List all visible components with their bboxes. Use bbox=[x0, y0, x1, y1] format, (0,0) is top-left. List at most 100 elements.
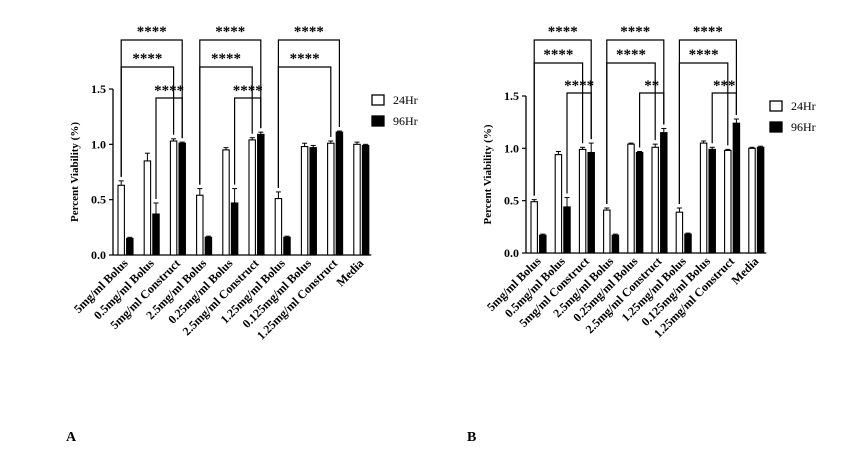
error-bar bbox=[564, 197, 570, 207]
panel-label-b: B bbox=[467, 430, 477, 445]
bar-96hr bbox=[361, 144, 370, 256]
error-bar bbox=[758, 145, 764, 148]
legend-label-96hr: 96Hr bbox=[791, 120, 816, 134]
bar-24hr bbox=[327, 142, 335, 256]
error-bar bbox=[171, 138, 177, 142]
error-bar bbox=[249, 137, 255, 140]
bar-24hr bbox=[274, 198, 283, 256]
bar-24hr bbox=[143, 160, 152, 256]
error-bar bbox=[604, 207, 610, 211]
error-bar bbox=[676, 207, 682, 213]
error-bar bbox=[275, 191, 281, 199]
bar-96hr bbox=[178, 142, 186, 256]
bar-96hr bbox=[635, 151, 644, 254]
error-bar bbox=[223, 147, 229, 150]
significance-stars: **** bbox=[543, 47, 573, 63]
bar-96hr bbox=[309, 147, 317, 256]
significance-bracket-line bbox=[638, 92, 665, 148]
bar-96hr bbox=[335, 131, 344, 256]
significance-bracket-line bbox=[199, 66, 253, 185]
legend-swatch-24hr bbox=[371, 94, 385, 106]
bar-96hr bbox=[126, 237, 134, 256]
significance-bracket: **** bbox=[154, 83, 184, 199]
significance-stars: **** bbox=[616, 47, 646, 63]
error-bar bbox=[733, 118, 739, 124]
significance-bracket: **** bbox=[233, 83, 263, 185]
error-bar bbox=[118, 180, 124, 186]
error-bar bbox=[652, 143, 658, 148]
significance-stars: **** bbox=[132, 51, 162, 67]
bar-96hr bbox=[257, 133, 265, 256]
error-bar bbox=[749, 146, 755, 149]
significance-bracket-line bbox=[277, 66, 332, 188]
legend-swatch-24hr bbox=[769, 100, 783, 112]
bar-24hr bbox=[300, 145, 309, 256]
significance-bracket-line bbox=[155, 97, 183, 199]
error-bar bbox=[310, 144, 316, 148]
significance-stars: *** bbox=[713, 78, 736, 94]
error-bar bbox=[628, 142, 634, 145]
bar-96hr bbox=[684, 233, 692, 254]
significance-bracket: **** bbox=[533, 47, 584, 196]
legend-label-96hr: 96Hr bbox=[393, 114, 418, 128]
significance-stars: **** bbox=[154, 83, 184, 99]
y-tick-label: 0.0 bbox=[504, 246, 519, 260]
error-bar bbox=[144, 152, 150, 161]
bar-24hr bbox=[675, 211, 684, 254]
error-bar bbox=[302, 142, 308, 147]
legend-swatch-96hr bbox=[769, 121, 783, 133]
error-bar bbox=[354, 141, 360, 145]
y-tick-label: 1.5 bbox=[91, 82, 106, 96]
bar-24hr bbox=[117, 184, 125, 256]
error-bar bbox=[540, 233, 546, 236]
significance-bracket-line bbox=[234, 97, 262, 185]
significance-stars: **** bbox=[294, 24, 324, 40]
x-tick-label: Media bbox=[728, 254, 761, 287]
y-tick-label: 1.0 bbox=[91, 137, 106, 151]
bar-96hr bbox=[611, 234, 620, 254]
bar-96hr bbox=[283, 236, 291, 256]
significance-stars: **** bbox=[290, 51, 320, 67]
error-bar bbox=[701, 140, 707, 144]
bar-96hr bbox=[660, 132, 668, 254]
significance-bracket: **** bbox=[606, 47, 656, 204]
error-bar bbox=[709, 146, 715, 150]
legend-swatch-96hr bbox=[371, 115, 385, 127]
error-bar bbox=[637, 150, 643, 153]
y-tick-label: 1.0 bbox=[504, 141, 519, 155]
significance-stars: **** bbox=[689, 47, 719, 63]
y-tick-label: 0.0 bbox=[91, 248, 106, 262]
significance-stars: **** bbox=[233, 83, 263, 99]
significance-stars: **** bbox=[564, 78, 594, 94]
panel-label-a: A bbox=[66, 430, 77, 445]
bar-96hr bbox=[152, 213, 160, 256]
significance-bracket: **** bbox=[199, 51, 253, 185]
bar-24hr bbox=[222, 149, 230, 256]
bar-24hr bbox=[554, 154, 563, 254]
error-bar bbox=[580, 146, 586, 150]
error-bar bbox=[258, 131, 264, 135]
bar-96hr bbox=[539, 234, 547, 254]
significance-stars: **** bbox=[548, 24, 578, 40]
significance-bracket-line bbox=[678, 62, 729, 204]
bar-24hr bbox=[651, 146, 659, 254]
y-tick-label: 0.5 bbox=[91, 193, 106, 207]
error-bar bbox=[336, 130, 342, 133]
bar-24hr bbox=[169, 140, 178, 256]
bar-24hr bbox=[603, 209, 611, 254]
significance-bracket: *** bbox=[711, 78, 738, 144]
error-bar bbox=[612, 233, 618, 236]
bar-24hr bbox=[196, 194, 204, 256]
significance-stars: ** bbox=[644, 78, 659, 94]
bar-24hr bbox=[248, 139, 256, 256]
bar-24hr bbox=[353, 143, 361, 256]
bar-24hr bbox=[530, 201, 538, 254]
legend: 24Hr 96Hr bbox=[769, 99, 816, 134]
significance-stars: **** bbox=[215, 24, 245, 40]
error-bar bbox=[363, 143, 369, 146]
bar-24hr bbox=[724, 149, 732, 254]
significance-bracket: ** bbox=[638, 78, 665, 148]
bar-24hr bbox=[748, 147, 756, 254]
